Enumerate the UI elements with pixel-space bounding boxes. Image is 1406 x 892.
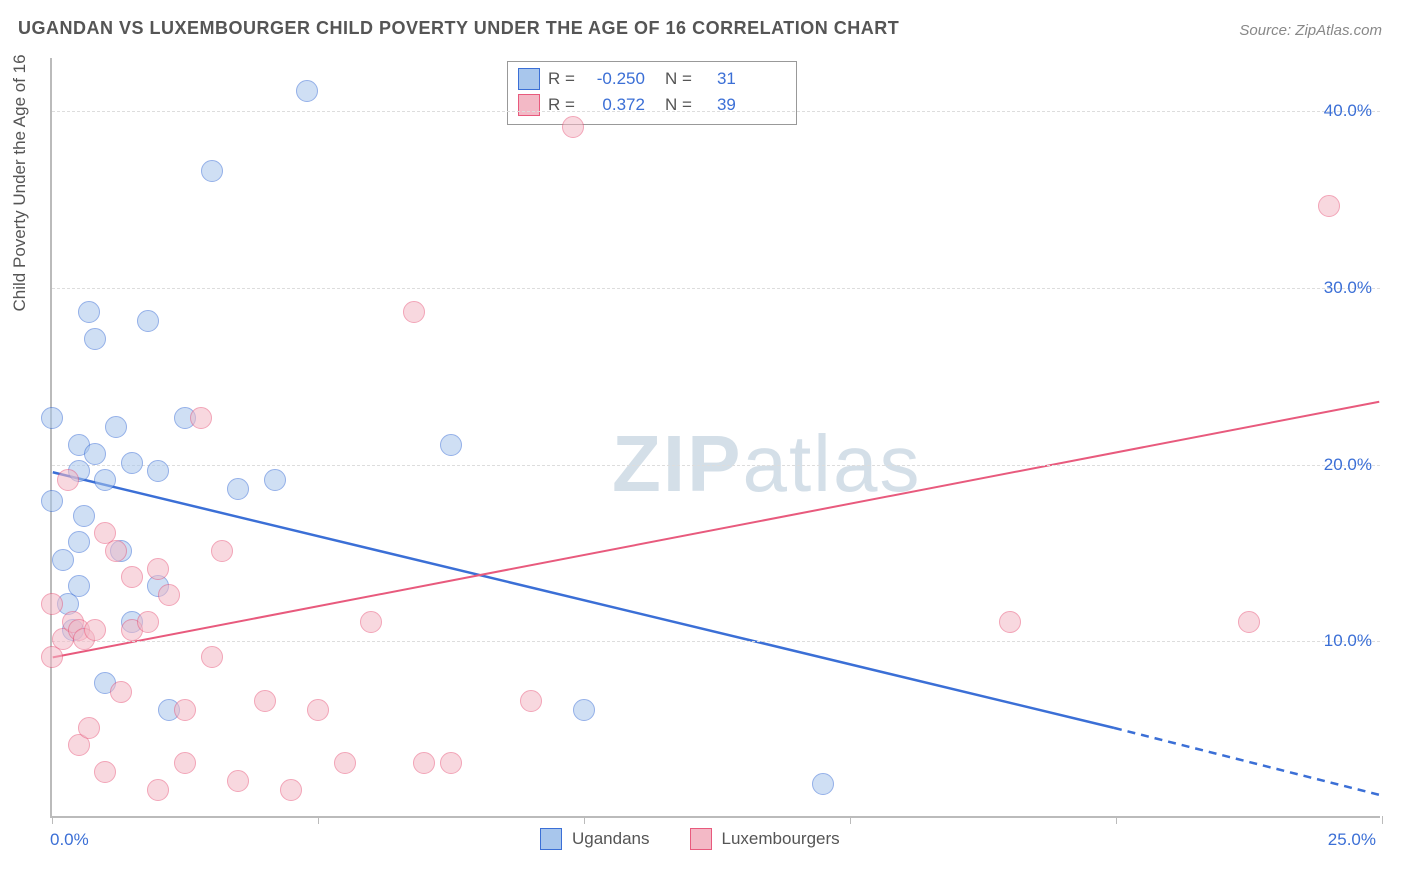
source-name: ZipAtlas.com [1295,22,1382,39]
data-point [68,531,90,553]
data-point [413,752,435,774]
data-point [158,584,180,606]
data-point [57,469,79,491]
source-credit: Source: ZipAtlas.com [1239,22,1382,39]
data-point [84,328,106,350]
legend-swatch-luxembourgers [690,828,712,850]
data-point [147,558,169,580]
stats-row-luxembourgers: R = 0.372 N = 39 [518,92,786,118]
data-point [227,770,249,792]
data-point [110,681,132,703]
trend-lines-svg [52,58,1380,816]
data-point [201,160,223,182]
data-point [520,690,542,712]
correlation-chart: UGANDAN VS LUXEMBOURGER CHILD POVERTY UN… [0,0,1406,892]
series-legend: Ugandans Luxembourgers [540,828,840,850]
data-point [121,566,143,588]
legend-label-luxembourgers: Luxembourgers [722,829,840,849]
swatch-luxembourgers [518,94,540,116]
data-point [307,699,329,721]
legend-label-ugandans: Ugandans [572,829,650,849]
data-point [94,761,116,783]
y-tick-label: 20.0% [1324,455,1372,475]
source-prefix: Source: [1239,22,1295,39]
data-point [440,752,462,774]
n-value-ugandans: 31 [700,66,736,92]
data-point [201,646,223,668]
data-point [999,611,1021,633]
y-tick-label: 40.0% [1324,101,1372,121]
n-label: N = [665,66,692,92]
x-tick [584,816,585,824]
data-point [264,469,286,491]
legend-item-luxembourgers: Luxembourgers [690,828,840,850]
data-point [190,407,212,429]
data-point [280,779,302,801]
stats-row-ugandans: R = -0.250 N = 31 [518,66,786,92]
gridline [52,111,1380,112]
plot-area: ZIPatlas R = -0.250 N = 31 R = 0.372 N =… [50,58,1380,818]
data-point [41,490,63,512]
data-point [440,434,462,456]
swatch-ugandans [518,68,540,90]
data-point [73,505,95,527]
data-point [1318,195,1340,217]
r-label: R = [548,66,575,92]
legend-swatch-ugandans [540,828,562,850]
data-point [1238,611,1260,633]
data-point [227,478,249,500]
y-tick-label: 30.0% [1324,278,1372,298]
gridline [52,465,1380,466]
data-point [812,773,834,795]
x-tick [318,816,319,824]
gridline [52,641,1380,642]
data-point [84,619,106,641]
legend-item-ugandans: Ugandans [540,828,650,850]
x-tick [52,816,53,824]
data-point [174,752,196,774]
correlation-stats-box: R = -0.250 N = 31 R = 0.372 N = 39 [507,61,797,125]
data-point [360,611,382,633]
watermark-bold: ZIP [612,419,742,508]
data-point [403,301,425,323]
y-axis-label: Child Poverty Under the Age of 16 [10,54,30,311]
x-tick [1382,816,1383,824]
data-point [254,690,276,712]
data-point [78,717,100,739]
data-point [84,443,106,465]
data-point [137,611,159,633]
data-point [573,699,595,721]
data-point [147,779,169,801]
data-point [41,593,63,615]
data-point [105,540,127,562]
x-tick [850,816,851,824]
x-axis-max-label: 25.0% [1328,830,1376,850]
r-value-luxembourgers: 0.372 [583,92,645,118]
data-point [52,549,74,571]
gridline [52,288,1380,289]
data-point [105,416,127,438]
x-axis-min-label: 0.0% [50,830,89,850]
n-label: N = [665,92,692,118]
data-point [174,699,196,721]
data-point [137,310,159,332]
chart-title: UGANDAN VS LUXEMBOURGER CHILD POVERTY UN… [18,18,899,39]
data-point [94,469,116,491]
watermark-rest: atlas [742,419,921,508]
y-tick-label: 10.0% [1324,631,1372,651]
data-point [334,752,356,774]
n-value-luxembourgers: 39 [700,92,736,118]
r-label: R = [548,92,575,118]
r-value-ugandans: -0.250 [583,66,645,92]
data-point [41,407,63,429]
data-point [78,301,100,323]
data-point [68,575,90,597]
data-point [562,116,584,138]
data-point [147,460,169,482]
x-tick [1116,816,1117,824]
data-point [296,80,318,102]
data-point [121,452,143,474]
data-point [211,540,233,562]
